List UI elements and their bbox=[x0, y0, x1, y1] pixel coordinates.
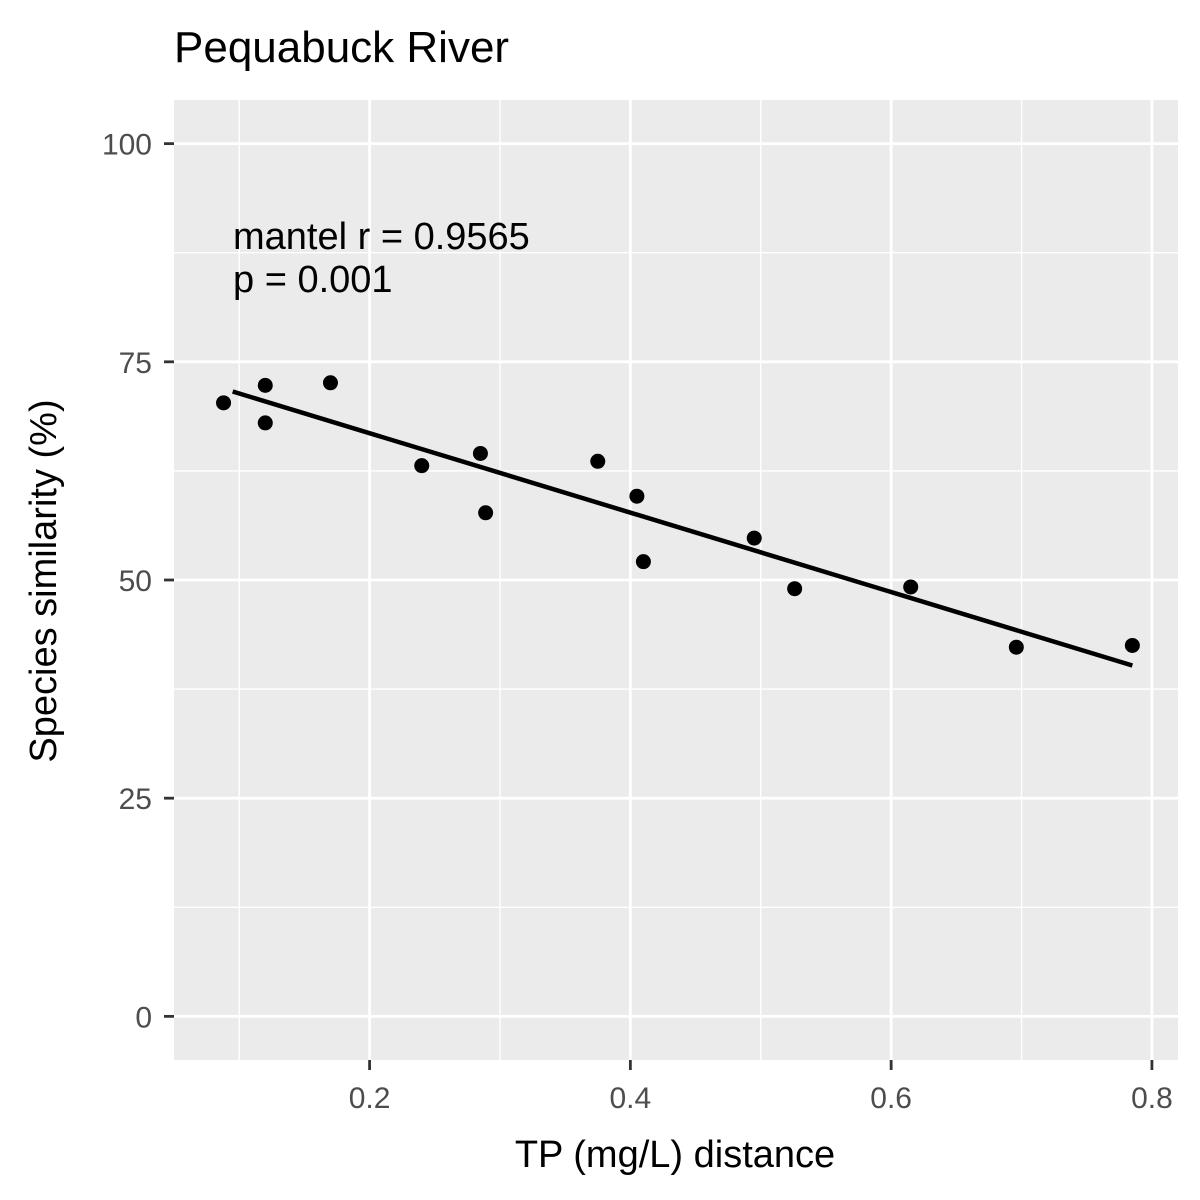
x-tick-label: 0.4 bbox=[610, 1082, 652, 1115]
fit-line bbox=[232, 389, 1134, 668]
x-tick-label: 0.6 bbox=[870, 1082, 912, 1115]
data-point bbox=[629, 488, 645, 504]
y-tick-label: 0 bbox=[135, 1001, 152, 1034]
data-points bbox=[216, 375, 1140, 655]
data-point bbox=[635, 554, 651, 570]
y-tick-label: 75 bbox=[119, 347, 152, 380]
data-point bbox=[746, 530, 762, 546]
data-point bbox=[472, 445, 488, 461]
data-point bbox=[787, 581, 803, 597]
y-axis-title: Species similarity (%) bbox=[23, 399, 65, 762]
data-point bbox=[216, 395, 232, 411]
axis-ticks bbox=[164, 142, 1154, 1070]
data-point bbox=[1008, 639, 1024, 655]
y-tick-label: 25 bbox=[119, 783, 152, 816]
annotation-p-value: p = 0.001 bbox=[233, 259, 393, 301]
data-point bbox=[257, 377, 273, 393]
data-point bbox=[322, 375, 338, 391]
fit-line-group bbox=[232, 389, 1134, 668]
data-point bbox=[414, 458, 430, 474]
data-point bbox=[478, 505, 494, 521]
data-point bbox=[257, 415, 273, 431]
chart-title: Pequabuck River bbox=[174, 23, 509, 72]
tick-labels: 0.2 0.4 0.6 0.8 0 25 50 75 100 bbox=[102, 129, 1173, 1115]
annotation-mantel-r: mantel r = 0.9565 bbox=[233, 216, 530, 258]
data-point bbox=[903, 579, 919, 595]
x-tick-label: 0.8 bbox=[1131, 1082, 1173, 1115]
data-point bbox=[1124, 637, 1140, 653]
y-tick-label: 50 bbox=[119, 565, 152, 598]
y-tick-label: 100 bbox=[102, 129, 152, 162]
x-tick-label: 0.2 bbox=[349, 1082, 391, 1115]
major-gridlines bbox=[174, 100, 1178, 1060]
data-point bbox=[590, 453, 606, 469]
x-axis-title: TP (mg/L) distance bbox=[515, 1134, 835, 1176]
